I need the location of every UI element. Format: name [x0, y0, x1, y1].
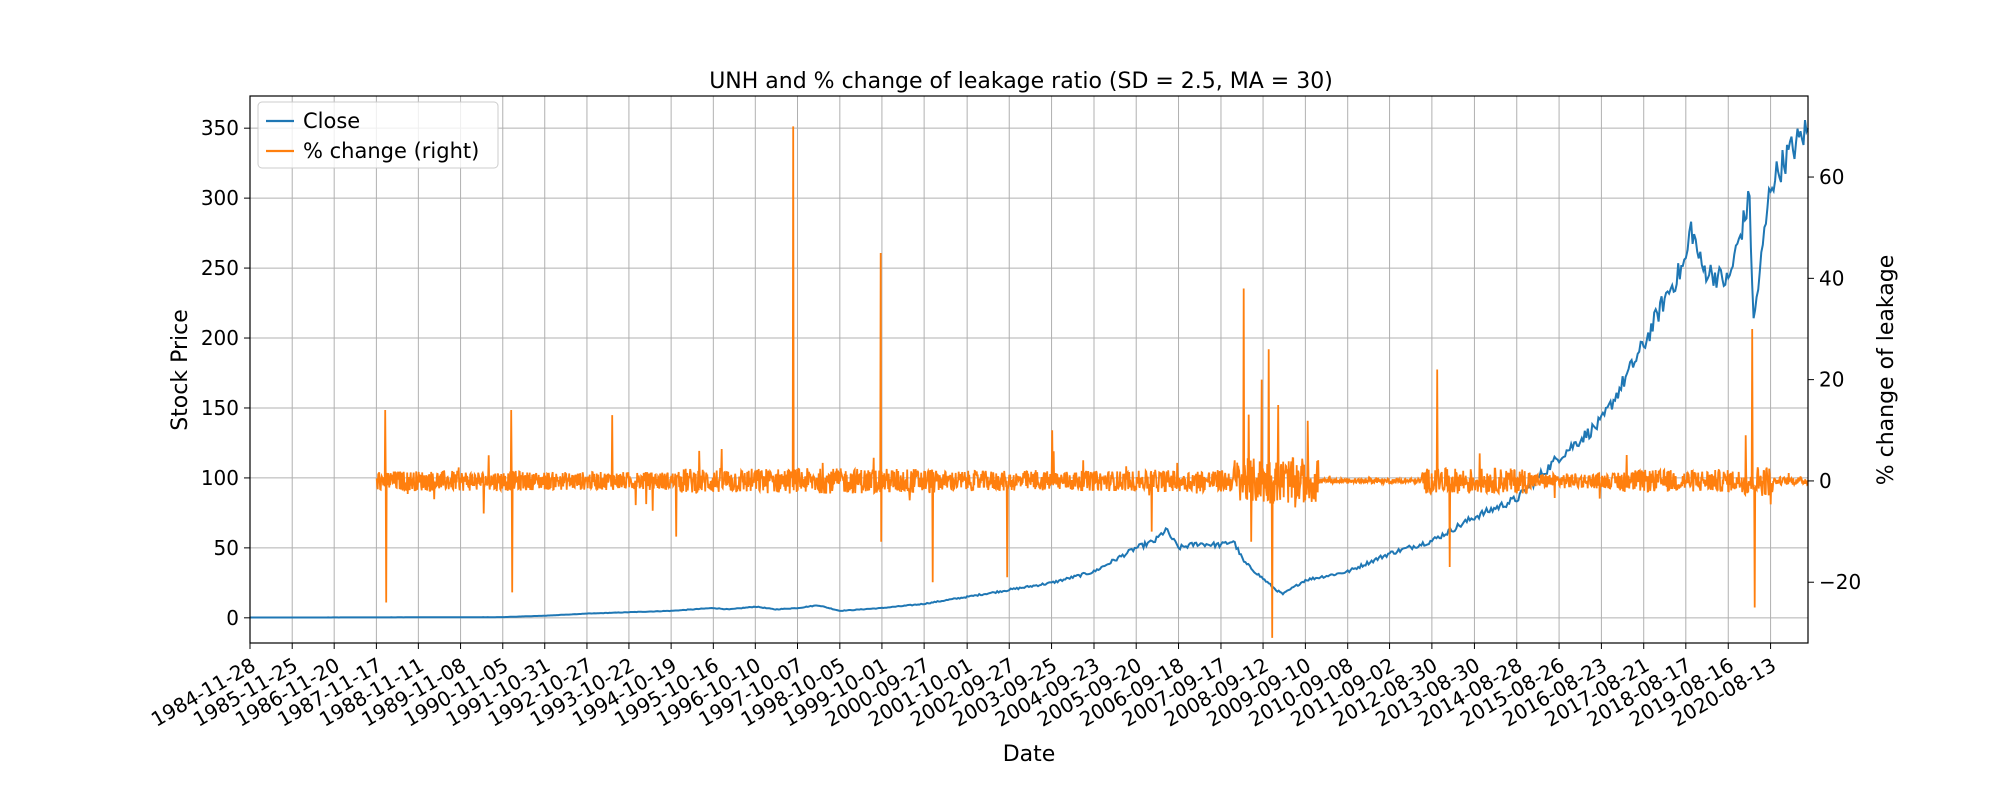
y-right-tick-label: 20 [1819, 368, 1844, 392]
y-tick-label: 200 [201, 326, 239, 350]
y-axis-right-label: % change of leakage [1874, 255, 1899, 486]
series-lines [250, 119, 1809, 638]
x-axis-label: Date [1003, 742, 1056, 767]
legend: Close % change (right) [257, 101, 499, 169]
legend-box [257, 101, 499, 169]
y-tick-label: 250 [201, 256, 239, 280]
y-right-tick-label: 0 [1819, 469, 1832, 493]
y-axis-label: Stock Price [168, 309, 193, 431]
axes: 1984-11-281985-11-251986-11-201987-11-17… [147, 116, 1861, 731]
chart-title: UNH and % change of leakage ratio (SD = … [709, 69, 1333, 94]
legend-label-close: Close [303, 109, 360, 133]
close-price-line [250, 119, 1809, 619]
y-right-tick-label: 40 [1819, 266, 1844, 290]
y-tick-label: 0 [226, 606, 239, 630]
pct-change-line [375, 126, 1809, 638]
plot-frame [249, 95, 1809, 644]
y-right-tick-label: −20 [1819, 570, 1861, 594]
legend-label-pct-change: % change (right) [303, 139, 479, 163]
y-tick-label: 300 [201, 186, 239, 210]
y-right-tick-label: 60 [1819, 165, 1844, 189]
y-tick-label: 50 [214, 536, 239, 560]
y-tick-label: 150 [201, 396, 239, 420]
y-tick-label: 100 [201, 466, 239, 490]
grid-lines [249, 96, 1808, 643]
y-tick-label: 350 [201, 116, 239, 140]
